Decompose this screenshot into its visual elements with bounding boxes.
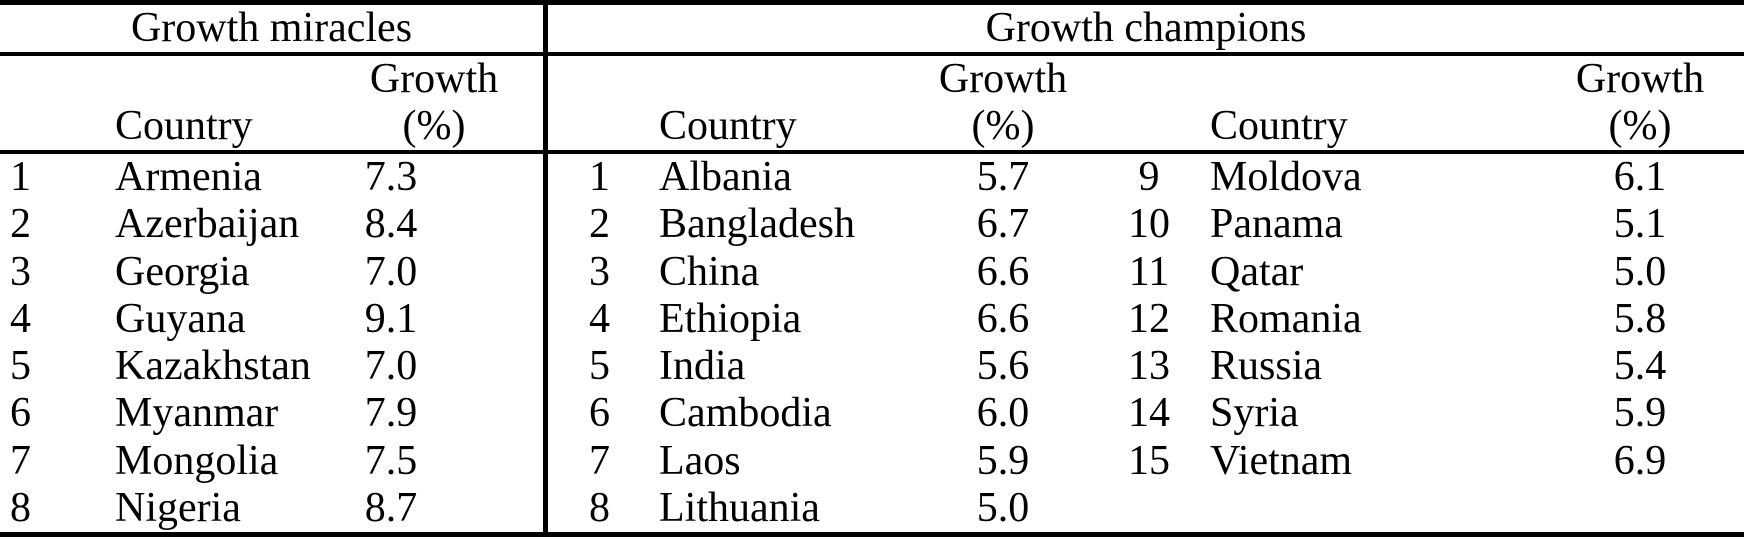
cell-growth: 5.7 (976, 154, 1030, 200)
cell-growth: 5.1 (1613, 201, 1667, 248)
cell-growth: 5.0 (976, 484, 1030, 531)
cell-growth: 5.9 (1613, 390, 1667, 437)
miracles-header-grid: Country Growth (%) (0, 56, 543, 150)
cell-growth: 5.6 (976, 343, 1030, 389)
cell-growth: 7.0 (364, 248, 418, 295)
cell-growth: 6.9 (1613, 437, 1667, 484)
cell-growth: 5.8 (1613, 295, 1667, 342)
cell-country: Moldova (1210, 154, 1362, 200)
miracles-data-area: 1 Armenia 7.3 2 Azerbaijan 8.4 3 Georgia 7.0 4 Guy… (0, 154, 543, 532)
cell-rank: 13 (1128, 343, 1170, 389)
cell-country: Armenia (115, 154, 262, 200)
miracles-header-country: Country (115, 103, 253, 149)
section-title-growth-champions: Growth champions (548, 5, 1744, 56)
cell-rank: 8 (589, 484, 610, 531)
miracles-header-growth-line1: Growth (369, 56, 499, 102)
champions-header-row: Country Growth (%) Country Growth (%) (548, 56, 1744, 154)
cell-rank: 6 (10, 390, 31, 437)
cell-country: Guyana (115, 295, 246, 342)
cell-rank: 12 (1128, 295, 1170, 342)
cell-country: Kazakhstan (115, 343, 311, 389)
cell-country: Albania (659, 154, 792, 200)
champions-header-grid-right: Country Growth (%) (1104, 56, 1744, 150)
cell-country: Panama (1210, 201, 1343, 248)
champions-left-header-growth-line2: (%) (971, 103, 1035, 149)
cell-country: Nigeria (115, 484, 241, 531)
section-growth-miracles: Growth miracles Country Growth (%) 1 Arme… (0, 5, 548, 532)
cell-growth: 7.3 (364, 154, 418, 200)
cell-country: Ethiopia (659, 295, 802, 342)
cell-country: Romania (1210, 295, 1362, 342)
cell-growth: 5.0 (1613, 248, 1667, 295)
champions-left-header-country: Country (659, 103, 797, 149)
cell-growth: 6.6 (976, 248, 1030, 295)
champions-header-grid-left: Country Growth (%) (548, 56, 1078, 150)
cell-growth: 7.5 (364, 437, 418, 484)
cell-rank: 7 (10, 437, 31, 484)
cell-rank: 5 (10, 343, 31, 389)
cell-growth: 6.7 (976, 201, 1030, 248)
cell-growth: 9.1 (364, 295, 418, 342)
cell-country: Vietnam (1210, 437, 1353, 484)
cell-country: Cambodia (659, 390, 832, 437)
miracles-header-row: Country Growth (%) (0, 56, 543, 154)
cell-rank: 1 (10, 154, 31, 200)
cell-growth: 5.9 (976, 437, 1030, 484)
cell-rank: 2 (589, 201, 610, 248)
cell-growth: 6.6 (976, 295, 1030, 342)
cell-rank: 11 (1128, 248, 1170, 295)
champions-right-header-growth-line2: (%) (1608, 103, 1672, 149)
cell-growth: 8.7 (364, 484, 418, 531)
cell-country: Mongolia (115, 437, 279, 484)
champions-left-header-growth: Growth (%) (928, 56, 1078, 150)
cell-growth: 7.0 (364, 343, 418, 389)
cell-rank: 15 (1128, 437, 1170, 484)
cell-growth: 5.4 (1613, 343, 1667, 389)
cell-country: China (659, 248, 760, 295)
cell-growth: 6.0 (976, 390, 1030, 437)
cell-growth: 7.9 (364, 390, 418, 437)
cell-rank: 5 (589, 343, 610, 389)
cell-rank: 3 (10, 248, 31, 295)
cell-country: Lithuania (659, 484, 820, 531)
cell-rank: 14 (1128, 390, 1170, 437)
cell-country: Myanmar (115, 390, 279, 437)
cell-growth: 6.1 (1613, 154, 1667, 200)
champions-right-header-growth-line1: Growth (1575, 56, 1705, 102)
champions-left-header-growth-line1: Growth (938, 56, 1068, 102)
cell-rank: 2 (10, 201, 31, 248)
cell-rank: 6 (589, 390, 610, 437)
champions-rows-right: 9 Moldova 6.1 10 Panama 5.1 11 Qatar 5.0 12 Romani… (1104, 154, 1744, 485)
cell-rank: 8 (10, 484, 31, 531)
cell-growth: 8.4 (364, 201, 418, 248)
cell-country: Laos (659, 437, 741, 484)
cell-rank: 3 (589, 248, 610, 295)
cell-country: Georgia (115, 248, 250, 295)
cell-country: Qatar (1210, 248, 1304, 295)
cell-country: Syria (1210, 390, 1299, 437)
champions-right-header-country: Country (1210, 103, 1348, 149)
section-growth-champions: Growth champions Country Growth (%) Coun… (548, 5, 1744, 532)
cell-rank: 7 (589, 437, 610, 484)
cell-rank: 9 (1138, 154, 1160, 200)
cell-rank: 4 (10, 295, 31, 342)
miracles-rows: 1 Armenia 7.3 2 Azerbaijan 8.4 3 Georgia 7.0 4 Guy… (0, 154, 457, 532)
section-title-growth-miracles: Growth miracles (0, 5, 543, 56)
cell-country: Russia (1210, 343, 1323, 389)
champions-rows-left: 1 Albania 5.7 2 Bangladesh 6.7 3 China 6.6 4 Ethio… (548, 154, 1078, 532)
champions-right-header-growth: Growth (%) (1536, 56, 1744, 150)
cell-rank: 10 (1128, 201, 1170, 248)
cell-country: Bangladesh (659, 201, 855, 248)
cell-rank: 4 (589, 295, 610, 342)
miracles-header-growth-line2: (%) (402, 103, 466, 149)
champions-data-area: 1 Albania 5.7 2 Bangladesh 6.7 3 China 6.6 4 Ethio… (548, 154, 1744, 532)
cell-country: Azerbaijan (115, 201, 300, 248)
miracles-header-growth: Growth (%) (325, 56, 543, 150)
cell-country: India (659, 343, 746, 389)
cell-rank: 1 (589, 154, 610, 200)
